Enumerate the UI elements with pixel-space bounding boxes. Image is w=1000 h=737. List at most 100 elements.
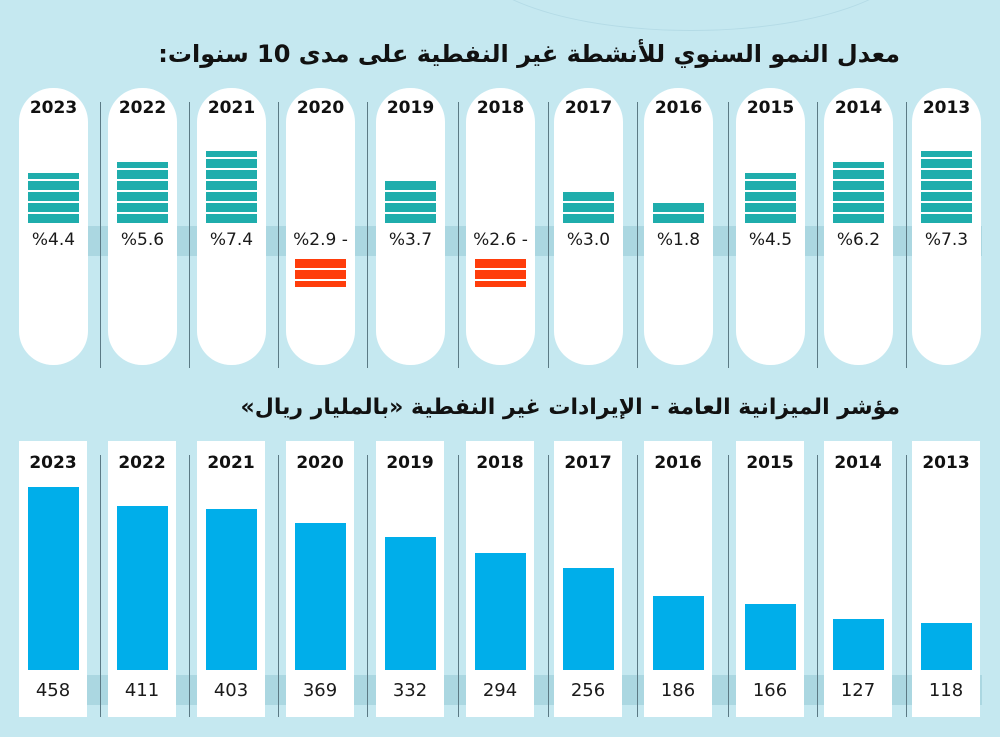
year-label: 2016 [654, 98, 703, 118]
positive-bar-segment [563, 203, 614, 212]
year-column: 2018 294 [466, 441, 534, 717]
year-label: 2020 [296, 98, 345, 118]
column-divider [817, 455, 818, 717]
column-divider [548, 455, 549, 717]
positive-bar-segment [653, 203, 704, 212]
year-column: 2023 %4.4 [19, 88, 88, 365]
revenue-bar [28, 487, 79, 670]
positive-bar-segment [117, 214, 168, 223]
column-divider [458, 455, 459, 717]
positive-bar-segment [563, 192, 614, 201]
year-label: 2019 [386, 98, 435, 118]
value-label: %4.5 [748, 230, 793, 250]
revenue-bar [653, 595, 704, 670]
value-label: 256 [570, 680, 606, 701]
revenue-bar [385, 537, 436, 670]
non-oil-revenue-chart: 2023 458 2022 411 2021 403 2020 369 2019 332 2018 2… [0, 441, 1000, 721]
year-column: 2014 127 [824, 441, 892, 717]
column-divider [637, 102, 638, 368]
year-label: 2013 [922, 98, 971, 118]
positive-bar-segment [833, 203, 884, 212]
year-column: 2022 %5.6 [108, 88, 177, 365]
year-column: 2021 403 [197, 441, 265, 717]
year-label: 2021 [207, 98, 256, 118]
value-label: 118 [928, 680, 964, 701]
chart2-title: مؤشر الميزانية العامة - الإيرادات غير ال… [240, 395, 900, 420]
year-label: 2018 [476, 453, 524, 473]
positive-bar-segment [28, 203, 79, 212]
decorative-arc [470, 0, 912, 31]
column-divider [728, 455, 729, 717]
column-divider [906, 102, 907, 368]
value-label: 458 [35, 680, 71, 701]
positive-bar-segment [745, 203, 796, 212]
chart1-title: معدل النمو السنوي للأنشطة غير النفطية عل… [158, 40, 900, 68]
year-column: 2017 256 [554, 441, 622, 717]
column-divider [278, 102, 279, 368]
positive-bar-segment [921, 159, 972, 168]
revenue-bar [475, 552, 526, 670]
column-divider [817, 102, 818, 368]
year-column: 2020 %2.9 - [286, 88, 355, 365]
column-divider [100, 455, 101, 717]
value-label: 332 [392, 680, 428, 701]
year-column: 2014 %6.2 [824, 88, 893, 365]
year-column: 2015 166 [736, 441, 804, 717]
year-column: 2023 458 [19, 441, 87, 717]
positive-bar-segment [206, 151, 257, 157]
positive-bar-segment [921, 192, 972, 201]
value-label: %5.6 [120, 230, 165, 250]
value-label: %6.2 [836, 230, 881, 250]
column-divider [637, 455, 638, 717]
positive-bar-segment [206, 159, 257, 168]
year-label: 2015 [746, 98, 795, 118]
positive-bar-segment [833, 162, 884, 168]
value-label: 403 [213, 680, 249, 701]
negative-bar-segment [295, 259, 346, 268]
value-label: %7.4 [209, 230, 254, 250]
revenue-bar [117, 505, 168, 670]
value-label: %4.4 [31, 230, 76, 250]
negative-bar-segment [295, 281, 346, 287]
positive-bar-segment [117, 192, 168, 201]
positive-bar-segment [28, 173, 79, 179]
positive-bar-segment [833, 214, 884, 223]
column-divider [189, 102, 190, 368]
value-label: 294 [482, 680, 518, 701]
positive-bar-segment [206, 214, 257, 223]
positive-bar-segment [206, 192, 257, 201]
year-label: 2017 [564, 453, 612, 473]
negative-bar-segment [475, 270, 526, 279]
value-label: 127 [840, 680, 876, 701]
positive-bar-segment [921, 214, 972, 223]
year-label: 2013 [922, 453, 970, 473]
positive-bar-segment [653, 214, 704, 223]
column-divider [100, 102, 101, 368]
positive-bar-segment [28, 214, 79, 223]
positive-bar-segment [921, 151, 972, 157]
revenue-bar [295, 522, 346, 670]
year-column: 2020 369 [286, 441, 354, 717]
positive-bar-segment [745, 181, 796, 190]
year-label: 2018 [476, 98, 525, 118]
positive-bar-segment [833, 170, 884, 179]
positive-bar-segment [745, 173, 796, 179]
positive-bar-segment [921, 170, 972, 179]
value-label: %2.6 - [473, 230, 528, 250]
negative-bar-segment [475, 281, 526, 287]
positive-bar-segment [833, 192, 884, 201]
year-label: 2015 [746, 453, 794, 473]
year-column: 2017 %3.0 [554, 88, 623, 365]
year-column: 2019 332 [376, 441, 444, 717]
positive-bar-segment [117, 203, 168, 212]
revenue-bar [833, 619, 884, 670]
value-label: 369 [302, 680, 338, 701]
year-column: 2019 %3.7 [376, 88, 445, 365]
positive-bar-segment [206, 170, 257, 179]
year-label: 2022 [118, 453, 166, 473]
column-divider [367, 455, 368, 717]
positive-bar-segment [921, 203, 972, 212]
revenue-bar [745, 603, 796, 670]
revenue-bar [921, 622, 972, 670]
value-label: 411 [124, 680, 160, 701]
